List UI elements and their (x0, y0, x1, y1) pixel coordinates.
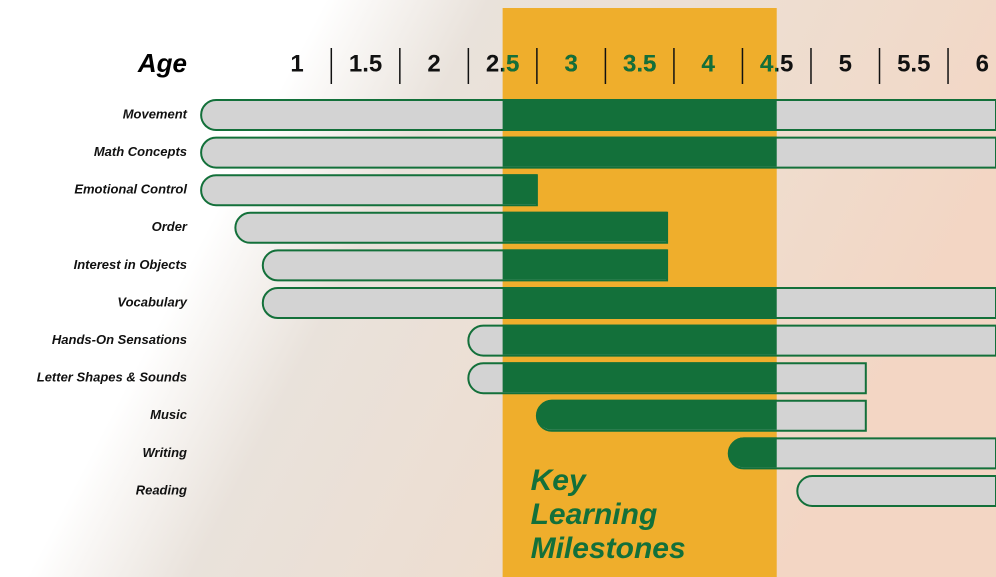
highlight-segment (503, 212, 667, 242)
x-tick-label: 1 (290, 50, 303, 77)
category-label: Math Concepts (94, 144, 187, 159)
axis-label: Age (137, 48, 187, 78)
highlight-segment (503, 249, 667, 279)
x-tick-label: 2 (427, 50, 440, 77)
x-tick-label: 6 (976, 50, 989, 77)
category-label: Order (152, 219, 188, 234)
category-label: Reading (136, 482, 187, 497)
category-label: Writing (142, 445, 187, 460)
category-label: Hands-On Sensations (52, 332, 187, 347)
category-label: Movement (123, 106, 188, 121)
category-label: Music (150, 407, 188, 422)
highlight-segment (537, 400, 777, 430)
highlight-segment (503, 174, 537, 204)
x-tick-label: 3 (564, 50, 577, 77)
highlight-segment (729, 437, 777, 467)
x-tick-label: 4 (702, 50, 716, 77)
category-label: Emotional Control (74, 182, 187, 197)
page: {"chart_data": {"type": "range-bar", "xl… (0, 0, 996, 577)
chart: Age 111.51.5222.52.5333.53.5444.54.5555.… (0, 0, 996, 577)
highlight-segment (503, 99, 777, 129)
x-tick-label: 5.5 (897, 50, 930, 77)
bar (201, 175, 537, 205)
highlight-segment (503, 325, 777, 355)
highlight-segment (503, 362, 777, 392)
highlight-segment (503, 137, 777, 167)
bar (797, 476, 996, 506)
category-label: Interest in Objects (74, 257, 187, 272)
highlight-segment (503, 287, 777, 317)
category-label: Vocabulary (117, 294, 187, 309)
x-tick-label: 3.5 (623, 50, 656, 77)
x-tick-label: 5 (839, 50, 852, 77)
x-tick-label: 1.5 (349, 50, 382, 77)
category-label: Letter Shapes & Sounds (37, 370, 187, 385)
